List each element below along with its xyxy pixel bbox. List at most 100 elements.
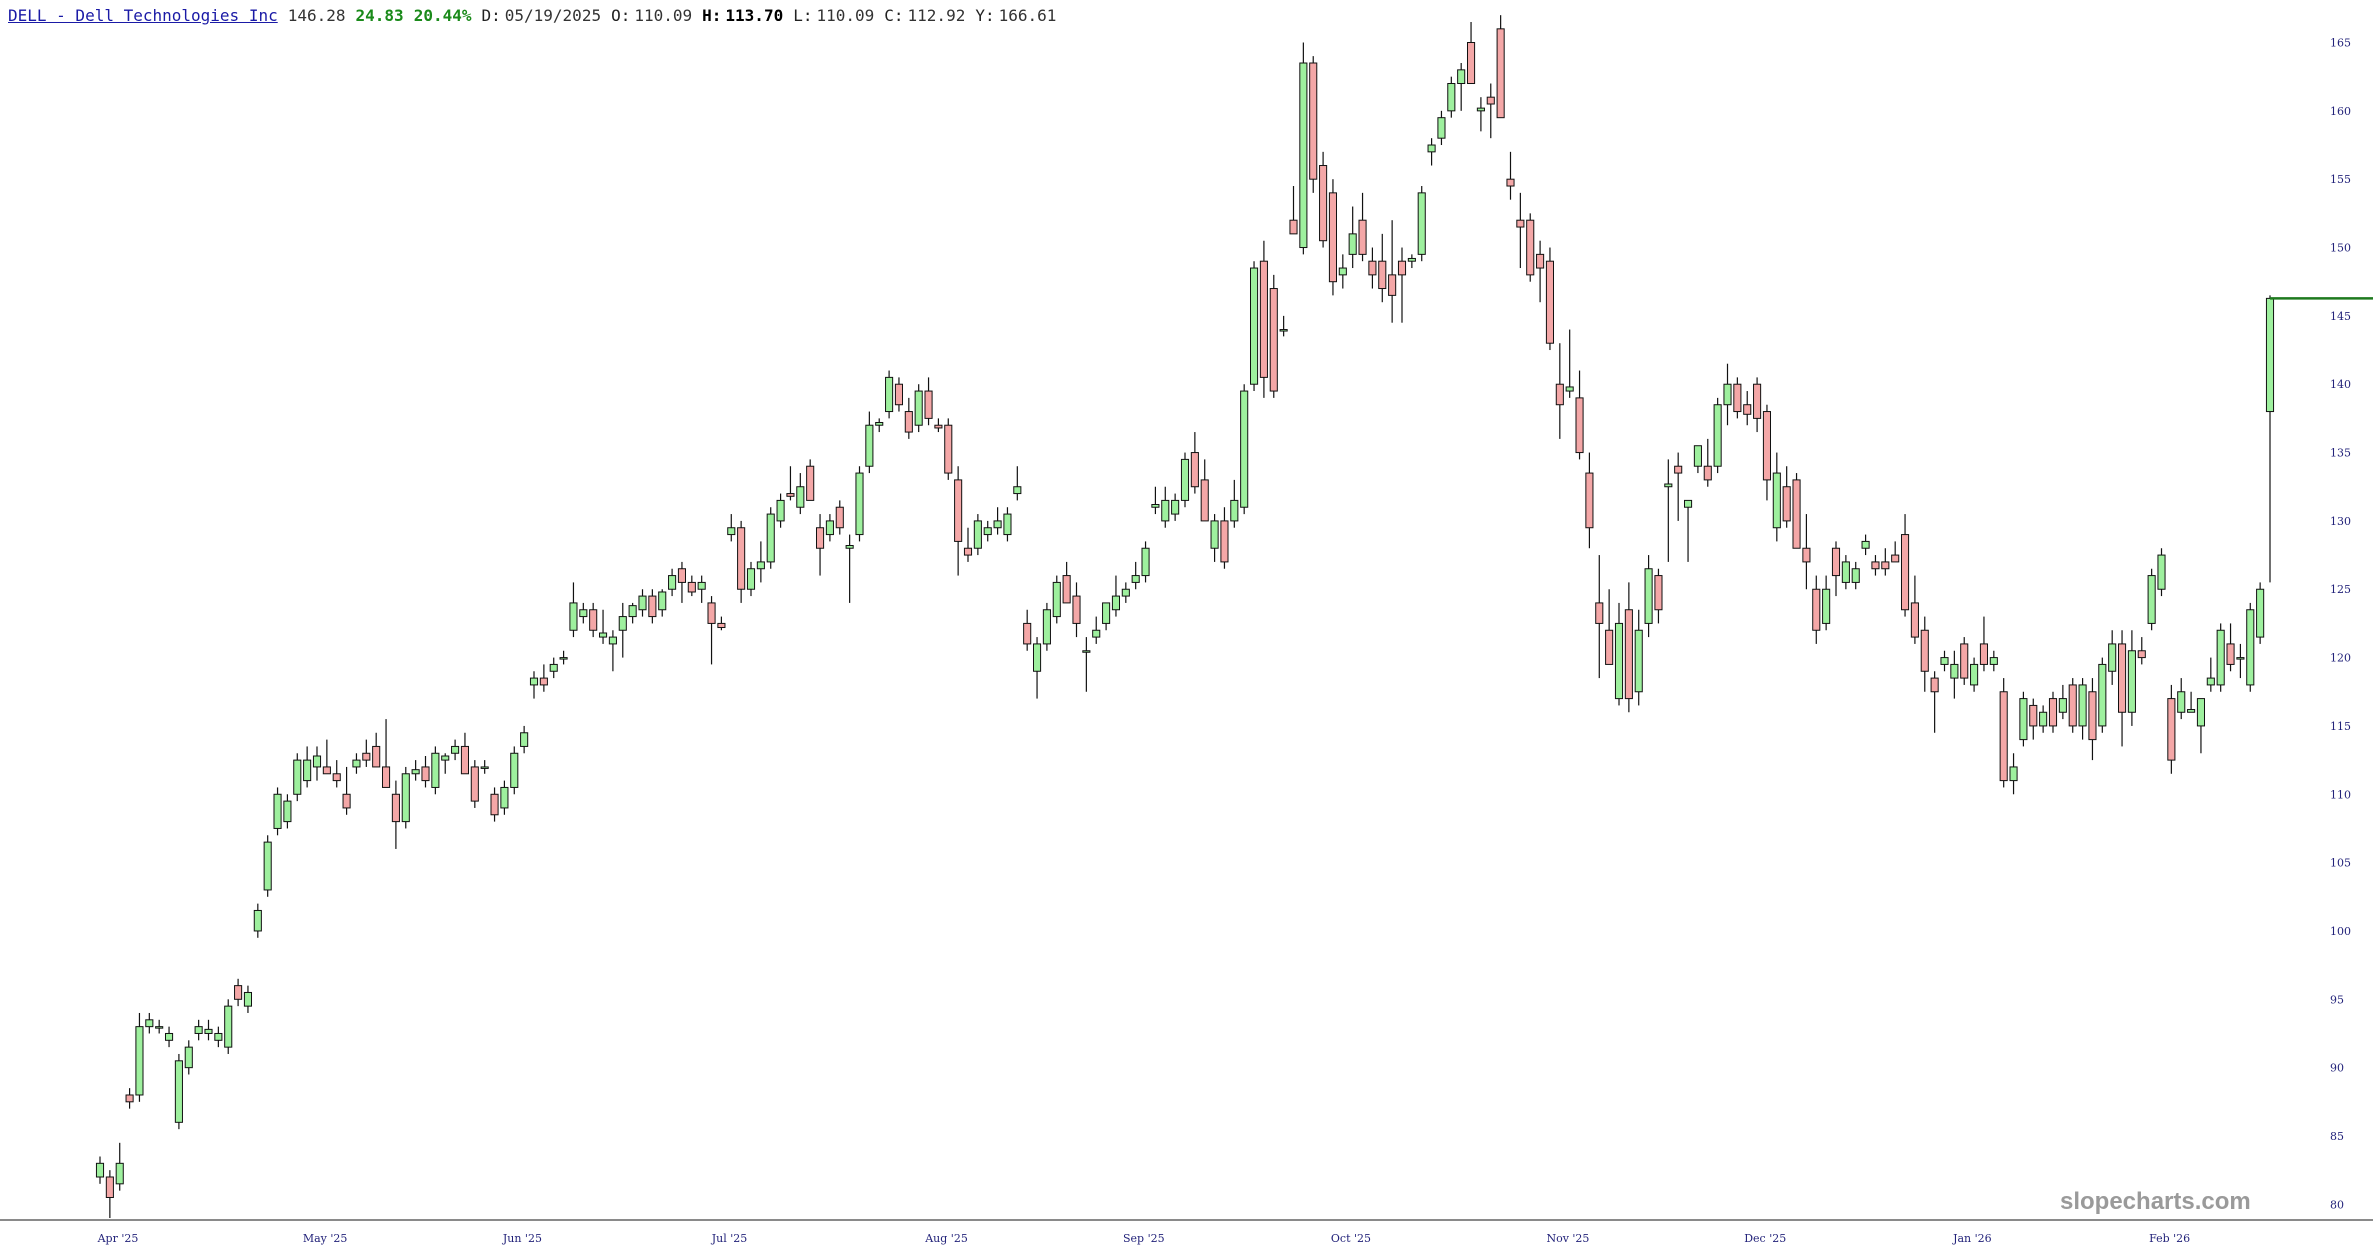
candle[interactable] <box>1881 548 1890 576</box>
candle[interactable] <box>95 1156 105 1184</box>
candle[interactable] <box>2226 623 2235 672</box>
candle[interactable] <box>677 561 687 603</box>
candle[interactable] <box>855 466 864 542</box>
candle[interactable] <box>1249 261 1259 392</box>
candle[interactable] <box>1171 493 1180 521</box>
candle[interactable] <box>638 589 647 617</box>
ticker-link[interactable]: DELL - Dell Technologies Inc <box>8 6 278 25</box>
candle[interactable] <box>174 1053 183 1130</box>
candle[interactable] <box>2019 691 2028 747</box>
candle[interactable] <box>1131 561 1140 590</box>
candle[interactable] <box>1605 589 1614 665</box>
candle[interactable] <box>2039 705 2048 733</box>
candle[interactable] <box>1013 466 1022 501</box>
candle[interactable] <box>1062 561 1071 604</box>
candle[interactable] <box>894 377 904 412</box>
candle[interactable] <box>1348 206 1357 269</box>
candle[interactable] <box>2058 684 2067 720</box>
candle[interactable] <box>1723 363 1732 426</box>
candle[interactable] <box>1644 555 1653 638</box>
candle[interactable] <box>1259 240 1268 398</box>
candle[interactable] <box>786 466 795 501</box>
candle[interactable] <box>125 1088 134 1109</box>
candle[interactable] <box>1822 575 1831 631</box>
candle[interactable] <box>1782 466 1791 528</box>
candle[interactable] <box>1989 650 1998 672</box>
candle[interactable] <box>766 507 775 569</box>
candle[interactable] <box>1466 22 1476 85</box>
candle[interactable] <box>569 582 578 638</box>
candle[interactable] <box>441 753 450 774</box>
candle[interactable] <box>559 650 568 665</box>
candle[interactable] <box>1614 602 1624 706</box>
candle[interactable] <box>746 561 756 597</box>
candle[interactable] <box>510 746 519 795</box>
candle[interactable] <box>1111 575 1121 617</box>
candle[interactable] <box>500 780 509 815</box>
candle[interactable] <box>993 507 1002 535</box>
candle[interactable] <box>1930 671 1939 733</box>
candle[interactable] <box>648 589 657 624</box>
candle[interactable] <box>1575 370 1584 460</box>
candle[interactable] <box>1674 452 1683 521</box>
candle[interactable] <box>2048 691 2058 733</box>
candle[interactable] <box>2216 623 2225 692</box>
candle[interactable] <box>1496 15 1505 119</box>
candle[interactable] <box>421 756 430 788</box>
candle[interactable] <box>451 739 460 761</box>
candle[interactable] <box>352 753 361 774</box>
candle[interactable] <box>1180 452 1190 508</box>
candle[interactable] <box>628 602 637 624</box>
candle[interactable] <box>2108 630 2117 685</box>
candle[interactable] <box>1861 534 1870 556</box>
candle[interactable] <box>1555 343 1564 439</box>
candle[interactable] <box>1664 459 1673 562</box>
candle[interactable] <box>1072 582 1081 638</box>
candle[interactable] <box>243 985 253 1013</box>
candle[interactable] <box>1388 220 1397 323</box>
candle[interactable] <box>983 520 992 542</box>
candle[interactable] <box>1506 151 1515 200</box>
candle[interactable] <box>204 1019 213 1041</box>
candle[interactable] <box>1032 637 1042 699</box>
candle[interactable] <box>865 411 874 474</box>
candle[interactable] <box>283 794 292 829</box>
candle[interactable] <box>1802 514 1811 590</box>
candle[interactable] <box>224 999 233 1054</box>
candle[interactable] <box>806 459 815 501</box>
candle[interactable] <box>2068 678 2077 733</box>
candle[interactable] <box>253 903 262 938</box>
candle[interactable] <box>115 1142 124 1191</box>
candle[interactable] <box>184 1040 193 1075</box>
candle[interactable] <box>372 732 381 768</box>
candle[interactable] <box>1437 110 1446 146</box>
candle[interactable] <box>904 397 913 439</box>
candle[interactable] <box>234 978 243 1007</box>
candle[interactable] <box>401 766 410 829</box>
candle[interactable] <box>145 1012 154 1034</box>
candle[interactable] <box>875 418 884 433</box>
candle[interactable] <box>1052 575 1061 624</box>
candle[interactable] <box>579 602 588 624</box>
candle[interactable] <box>1960 637 1969 685</box>
candle[interactable] <box>2009 753 2018 795</box>
candle[interactable] <box>312 746 322 781</box>
candle[interactable] <box>737 520 746 603</box>
candle[interactable] <box>2137 637 2146 665</box>
candle[interactable] <box>608 630 617 672</box>
candle[interactable] <box>322 739 331 775</box>
candle[interactable] <box>1269 274 1278 398</box>
candle[interactable] <box>1545 247 1555 351</box>
candle[interactable] <box>1713 397 1722 474</box>
candle[interactable] <box>2147 568 2156 631</box>
candle[interactable] <box>1240 384 1249 515</box>
candle[interactable] <box>2187 691 2196 713</box>
candle[interactable] <box>480 760 489 774</box>
candle[interactable] <box>1654 568 1663 624</box>
candle[interactable] <box>273 787 282 836</box>
candle[interactable] <box>2117 630 2127 747</box>
candle[interactable] <box>954 466 963 576</box>
candle[interactable] <box>1910 575 1919 644</box>
candle[interactable] <box>944 418 953 480</box>
